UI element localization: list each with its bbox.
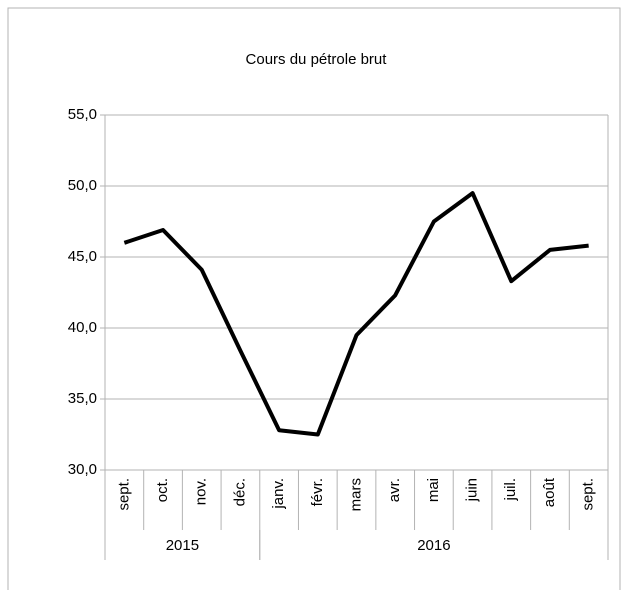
x-tick-label: mai	[425, 478, 442, 502]
x-tick-label: oct.	[154, 478, 171, 502]
y-tick-label: 30,0	[68, 461, 97, 478]
chart-title: Cours du pétrole brut	[246, 51, 388, 68]
frame	[7, 7, 621, 590]
y-tick-label: 45,0	[68, 248, 97, 265]
line	[123, 191, 589, 437]
x-tick-label: sept.	[580, 478, 597, 511]
x-tick-label: déc.	[231, 478, 248, 506]
y-tick-label: 35,0	[68, 390, 97, 407]
y-tick-label: 40,0	[68, 319, 97, 336]
group-label: 2015	[166, 537, 199, 554]
x-tick-label: juil.	[502, 478, 519, 502]
y-tick-label: 55,0	[68, 106, 97, 123]
x-tick-label: févr.	[309, 478, 326, 506]
x-tick-label: août	[541, 477, 558, 507]
x-tick-label: nov.	[193, 478, 210, 505]
group-label: 2016	[417, 537, 450, 554]
x-tick-label: avr.	[386, 478, 403, 502]
y-tick-label: 50,0	[68, 177, 97, 194]
x-tick-label: janv.	[270, 478, 287, 510]
x-tick-label: mars	[347, 478, 364, 511]
x-tick-label: juin	[464, 478, 481, 502]
x-tick-label: sept.	[115, 478, 132, 511]
